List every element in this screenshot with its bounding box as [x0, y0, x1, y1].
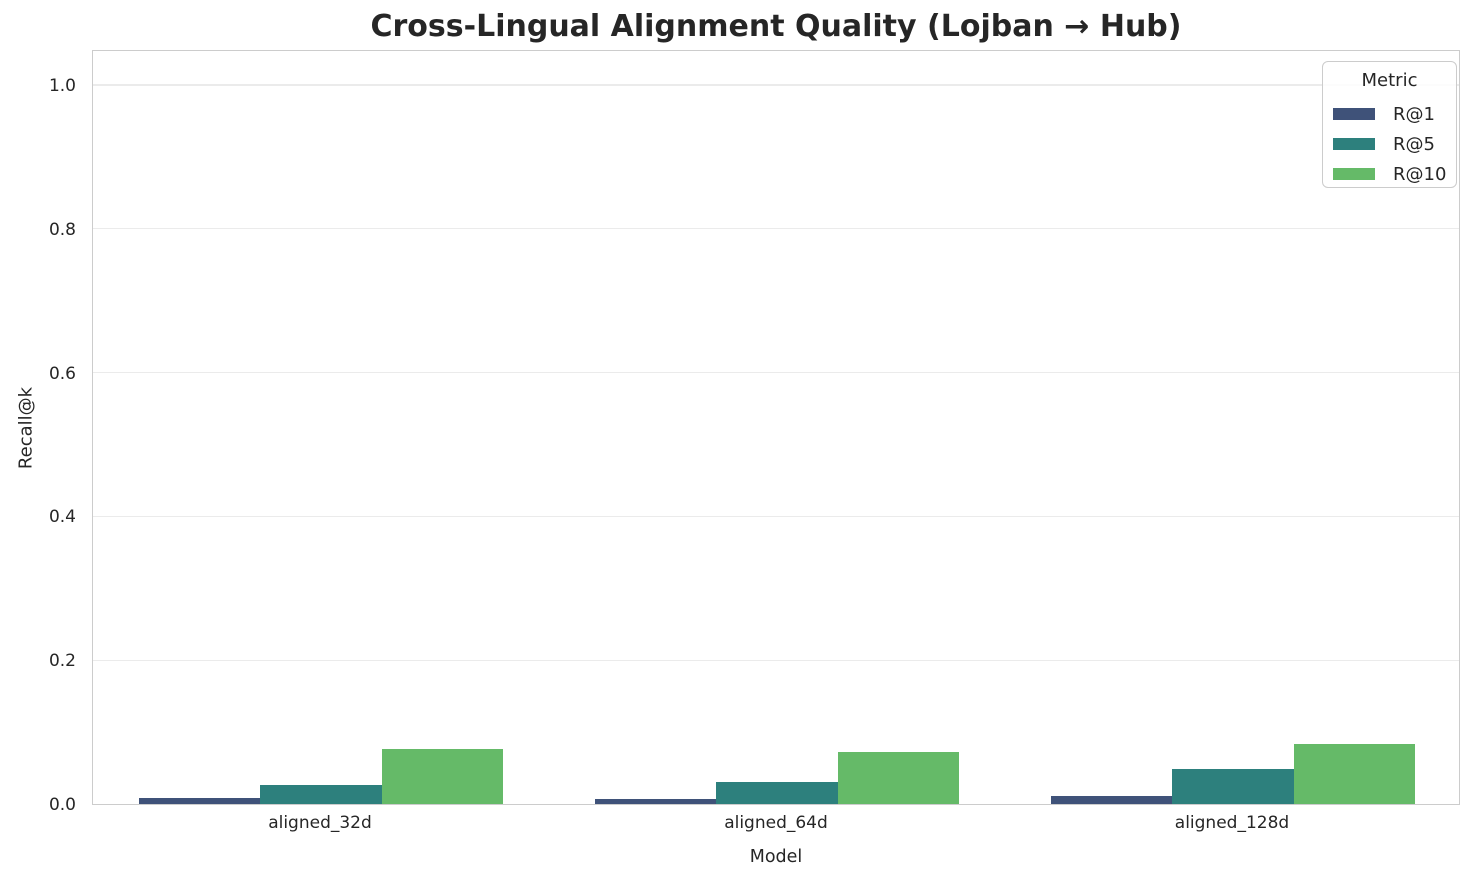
bar-r-1-aligned-32d [138, 798, 261, 804]
gridline-0.2 [93, 659, 1459, 661]
bar-r-10-aligned-32d [381, 749, 504, 804]
legend: Metric R@1 R@5 R@10 [1322, 61, 1457, 188]
x-tick-label-aligned-64d: aligned_64d [724, 813, 828, 833]
y-axis-label: Recall@k [15, 386, 37, 470]
y-tick-label-0.6: 0.6 [48, 363, 76, 384]
legend-title: Metric [1361, 70, 1418, 91]
bar-r-1-aligned-64d [594, 798, 717, 804]
bar-r-5-aligned-32d [260, 785, 382, 804]
legend-swatch-r-5 [1333, 138, 1375, 150]
bar-r-10-aligned-128d [1293, 743, 1416, 804]
chart-title: Cross-Lingual Alignment Quality (Lojban … [370, 9, 1182, 44]
legend-items: R@1 R@5 R@10 [1323, 99, 1456, 189]
legend-swatch-r-10 [1333, 168, 1375, 180]
x-axis-label: Model [749, 847, 803, 867]
legend-item-r-1: R@1 [1323, 99, 1456, 129]
legend-label-r-10: R@10 [1393, 163, 1447, 185]
gridline-0.8 [93, 228, 1459, 230]
gridline-0.6 [93, 371, 1459, 374]
x-tick-label-aligned-32d: aligned_32d [268, 813, 372, 833]
bar-r-10-aligned-64d [837, 751, 960, 804]
x-tick-label-aligned-128d: aligned_128d [1174, 813, 1290, 833]
legend-label-r-1: R@1 [1393, 103, 1435, 125]
gridline-1.0 [93, 84, 1459, 86]
legend-item-r-10: R@10 [1323, 159, 1456, 189]
plot-area [92, 50, 1460, 805]
y-tick-label-0.0: 0.0 [48, 795, 76, 815]
legend-swatch-r-1 [1333, 108, 1375, 120]
y-tick-label-0.8: 0.8 [48, 219, 76, 240]
bar-r-5-aligned-64d [716, 781, 838, 804]
y-tick-label-0.2: 0.2 [48, 651, 76, 672]
y-tick-label-1.0: 1.0 [48, 75, 76, 96]
gridline-0.4 [93, 515, 1459, 518]
legend-label-r-5: R@5 [1393, 133, 1435, 155]
legend-item-r-5: R@5 [1323, 129, 1456, 159]
y-tick-label-0.4: 0.4 [48, 507, 76, 528]
bar-r-1-aligned-128d [1050, 796, 1173, 804]
bar-r-5-aligned-128d [1172, 768, 1294, 804]
